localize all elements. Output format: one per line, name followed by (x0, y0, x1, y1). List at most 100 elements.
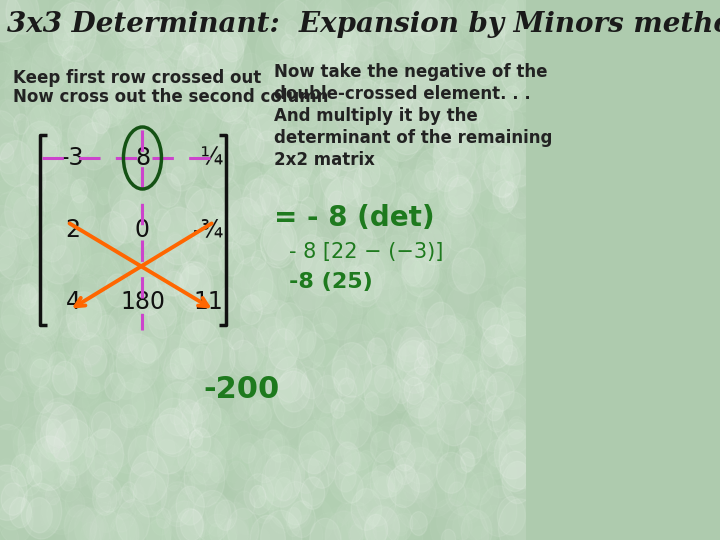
Circle shape (284, 0, 304, 16)
Circle shape (397, 210, 421, 242)
Circle shape (13, 197, 36, 228)
Circle shape (6, 21, 47, 78)
Circle shape (246, 264, 276, 306)
Circle shape (350, 100, 366, 122)
Circle shape (340, 26, 369, 67)
Circle shape (28, 248, 54, 284)
Circle shape (145, 285, 177, 329)
Circle shape (508, 416, 525, 439)
Circle shape (495, 23, 516, 52)
Circle shape (447, 261, 488, 317)
Circle shape (395, 159, 437, 217)
Circle shape (431, 111, 451, 139)
Circle shape (314, 0, 354, 51)
Circle shape (300, 289, 321, 319)
Circle shape (54, 143, 70, 164)
Circle shape (448, 194, 482, 241)
Circle shape (257, 392, 292, 441)
Circle shape (120, 379, 154, 426)
Circle shape (109, 182, 145, 231)
Circle shape (423, 376, 438, 397)
Circle shape (170, 349, 192, 379)
Circle shape (62, 61, 91, 101)
Circle shape (289, 256, 329, 310)
Circle shape (47, 498, 70, 530)
Circle shape (116, 334, 159, 393)
Circle shape (118, 522, 139, 540)
Circle shape (185, 302, 216, 344)
Circle shape (331, 260, 374, 319)
Circle shape (66, 224, 106, 278)
Circle shape (84, 353, 110, 390)
Circle shape (166, 150, 197, 191)
Circle shape (369, 252, 390, 279)
Circle shape (416, 176, 459, 234)
Circle shape (84, 39, 100, 62)
Circle shape (30, 359, 50, 387)
Circle shape (82, 278, 96, 298)
Circle shape (457, 266, 479, 295)
Circle shape (188, 475, 206, 500)
Circle shape (135, 337, 157, 367)
Circle shape (180, 262, 213, 308)
Circle shape (234, 499, 260, 535)
Text: -200: -200 (203, 375, 279, 404)
Circle shape (461, 423, 500, 477)
Circle shape (258, 477, 283, 510)
Circle shape (319, 241, 338, 267)
Circle shape (71, 411, 94, 441)
Circle shape (398, 59, 414, 80)
Circle shape (445, 219, 480, 267)
Circle shape (33, 448, 68, 496)
Circle shape (510, 235, 541, 279)
Circle shape (42, 140, 57, 160)
Circle shape (352, 117, 391, 170)
Circle shape (294, 459, 329, 506)
Circle shape (269, 328, 299, 370)
Circle shape (475, 356, 492, 379)
Circle shape (191, 238, 204, 255)
Circle shape (399, 0, 439, 36)
Circle shape (323, 121, 343, 149)
Circle shape (330, 233, 360, 273)
Circle shape (197, 75, 225, 113)
Circle shape (468, 353, 491, 384)
Circle shape (512, 383, 535, 415)
Circle shape (152, 39, 192, 95)
Circle shape (433, 375, 452, 402)
Circle shape (84, 13, 102, 37)
Circle shape (182, 45, 199, 69)
Circle shape (27, 118, 55, 157)
Circle shape (145, 59, 179, 105)
Circle shape (0, 158, 18, 194)
Circle shape (305, 9, 347, 66)
Circle shape (35, 0, 70, 24)
Circle shape (120, 309, 164, 369)
Circle shape (482, 141, 510, 181)
Circle shape (27, 186, 41, 206)
Circle shape (44, 281, 64, 308)
Circle shape (102, 460, 118, 481)
Circle shape (285, 21, 298, 39)
Circle shape (105, 274, 130, 307)
Circle shape (12, 153, 35, 184)
Circle shape (364, 346, 403, 398)
Circle shape (72, 481, 103, 523)
Circle shape (346, 341, 387, 398)
Circle shape (272, 164, 300, 202)
Circle shape (36, 203, 77, 259)
Circle shape (0, 472, 33, 530)
Circle shape (178, 447, 195, 470)
Circle shape (439, 282, 469, 322)
Circle shape (492, 206, 529, 256)
Circle shape (342, 181, 382, 236)
Circle shape (293, 178, 310, 201)
Circle shape (341, 222, 359, 247)
Circle shape (98, 315, 115, 339)
Circle shape (323, 494, 343, 522)
Circle shape (85, 378, 100, 399)
Circle shape (113, 16, 137, 49)
Circle shape (102, 241, 136, 287)
Circle shape (492, 395, 507, 416)
Circle shape (248, 438, 281, 483)
